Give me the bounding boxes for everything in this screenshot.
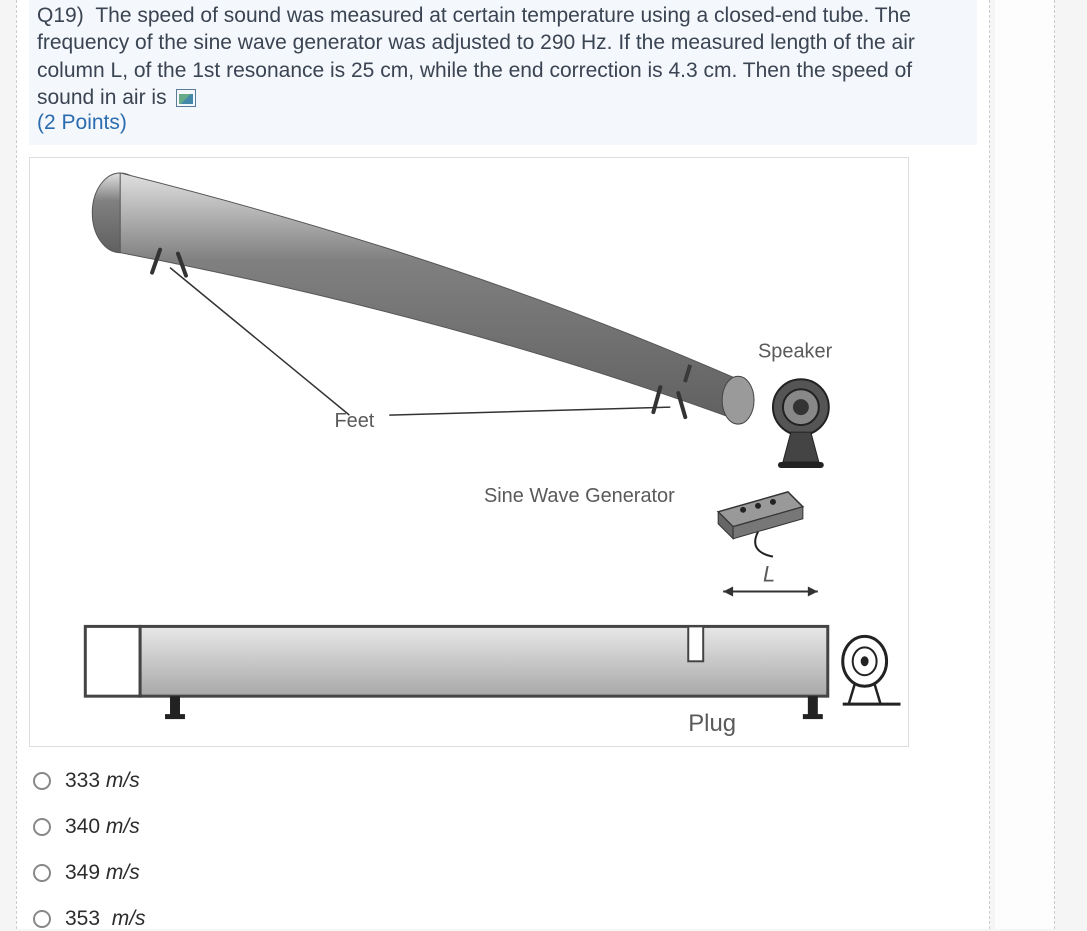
radio-icon[interactable] — [33, 772, 51, 790]
question-number: Q19) — [37, 4, 84, 27]
label-speaker: Speaker — [758, 341, 833, 363]
image-attachment-icon[interactable] — [176, 89, 196, 107]
question-figure: Speaker Feet Sine Wave Generator L Plug — [29, 157, 909, 747]
question-points: (2 Points) — [37, 111, 969, 135]
tube-3d — [92, 173, 754, 424]
option-2[interactable]: 349 m/s — [33, 861, 977, 885]
speaker-icon — [773, 379, 829, 468]
page-margin — [995, 0, 1055, 929]
option-1[interactable]: 340 m/s — [33, 815, 977, 839]
apparatus-diagram: Speaker Feet Sine Wave Generator L Plug — [30, 158, 908, 746]
length-arrow — [723, 587, 818, 597]
question-card: Q19) The speed of sound was measured at … — [16, 0, 990, 929]
answer-options: 333 m/s 340 m/s 349 m/s 353 m/s — [29, 769, 977, 931]
generator-icon — [718, 492, 803, 557]
question-text: Q19) The speed of sound was measured at … — [37, 2, 969, 111]
radio-icon[interactable] — [33, 864, 51, 882]
question-header: Q19) The speed of sound was measured at … — [29, 0, 977, 145]
label-generator: Sine Wave Generator — [484, 485, 675, 507]
option-label: 353 m/s — [65, 907, 146, 931]
option-0[interactable]: 333 m/s — [33, 769, 977, 793]
radio-icon[interactable] — [33, 910, 51, 928]
option-3[interactable]: 353 m/s — [33, 907, 977, 931]
option-label: 340 m/s — [65, 815, 140, 839]
label-length: L — [763, 562, 775, 587]
tube-side-view — [85, 627, 827, 720]
label-plug: Plug — [688, 710, 736, 737]
question-body: The speed of sound was measured at certa… — [37, 4, 915, 109]
label-feet: Feet — [334, 410, 374, 432]
option-label: 333 m/s — [65, 769, 140, 793]
radio-icon[interactable] — [33, 818, 51, 836]
speaker-side-icon — [843, 637, 901, 705]
option-label: 349 m/s — [65, 861, 140, 885]
